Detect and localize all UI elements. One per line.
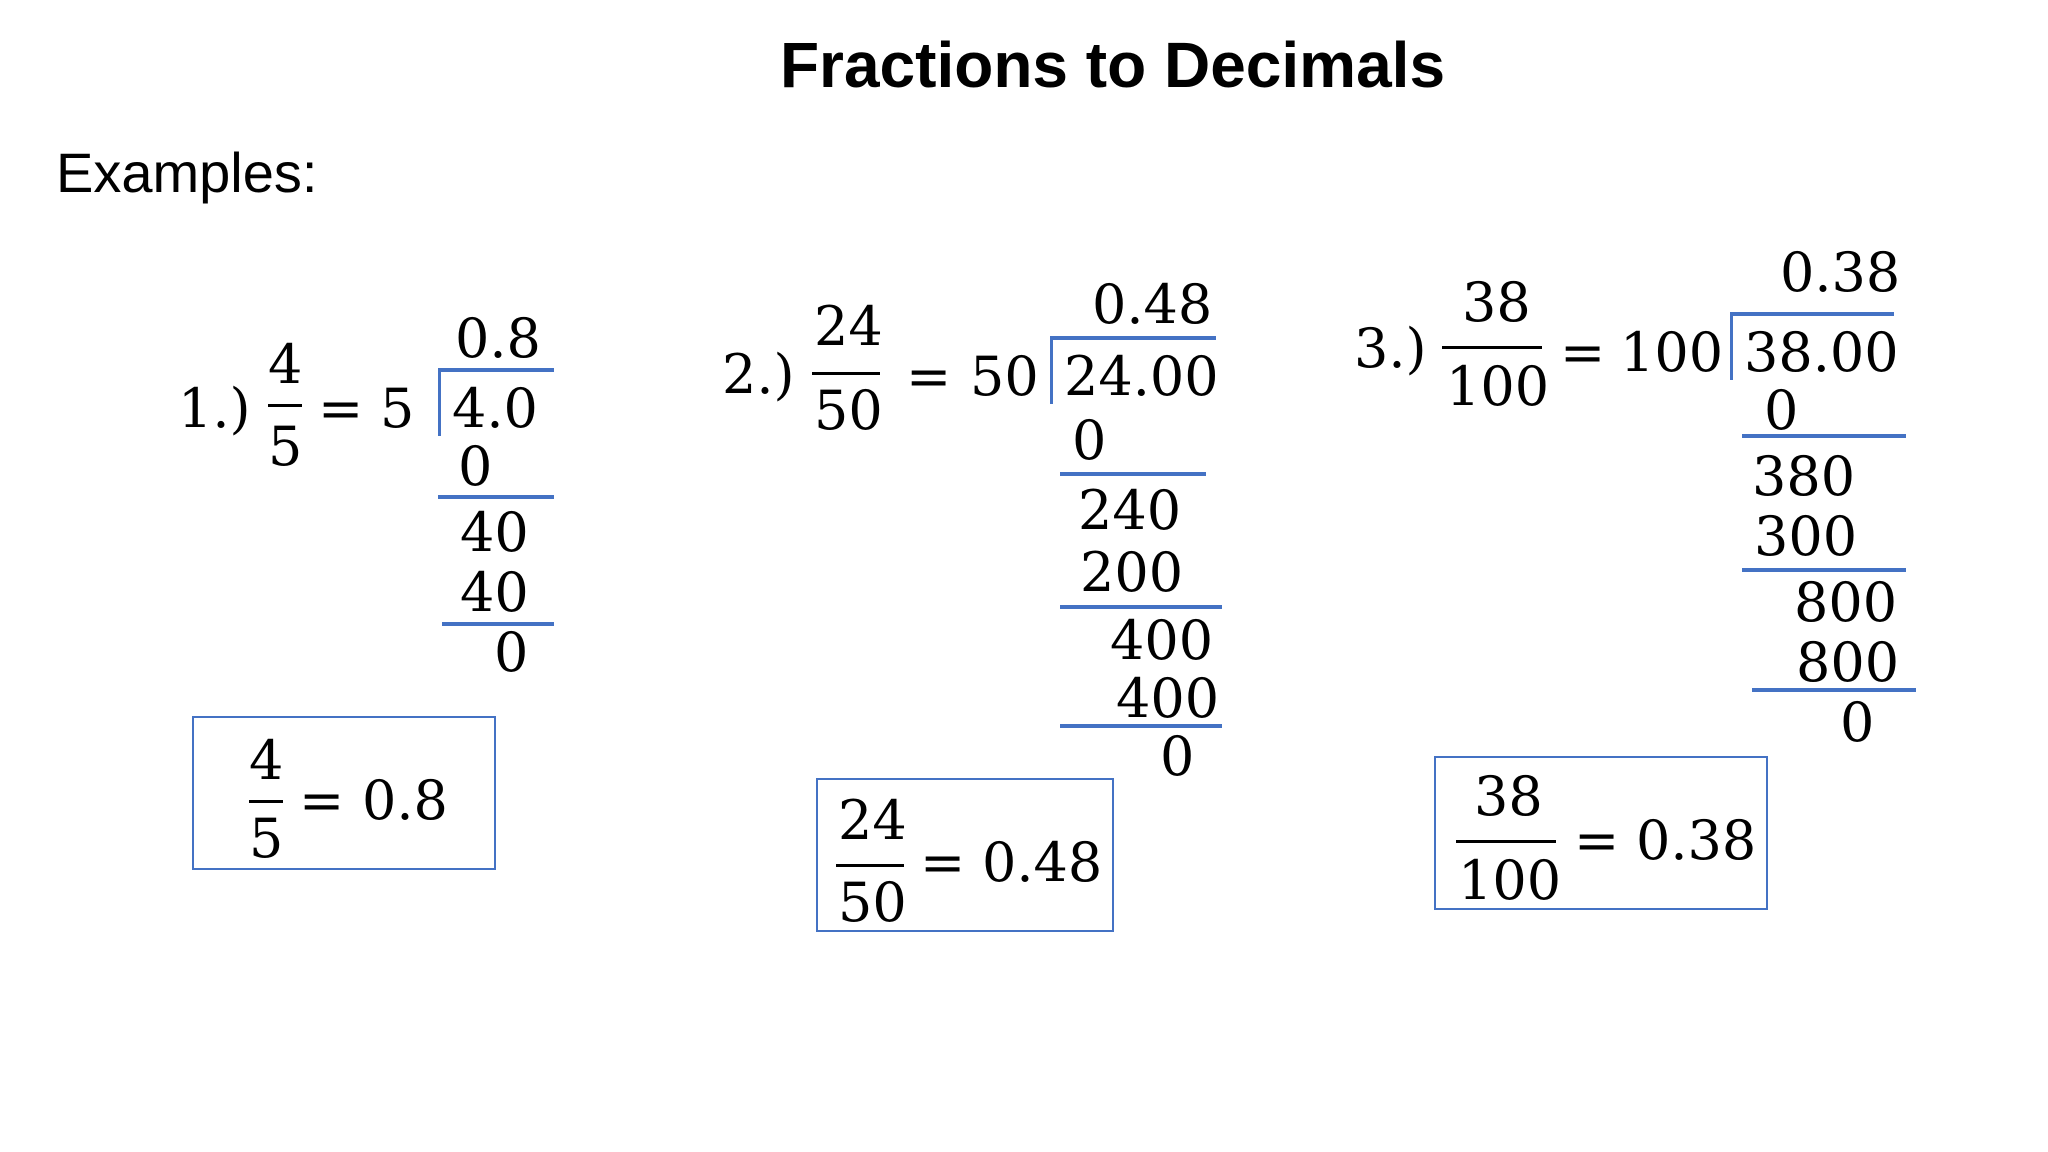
dividend: 4.0: [452, 377, 538, 440]
step-value: 380: [1752, 445, 1856, 508]
division-bracket-top: [1730, 312, 1894, 316]
example-label: 3.): [1354, 317, 1427, 380]
result-value: 0.48: [982, 831, 1103, 894]
examples-heading: Examples:: [56, 141, 318, 204]
equals-sign: =: [1560, 321, 1606, 384]
quotient: 0.38: [1780, 241, 1901, 304]
fraction-bar: [268, 404, 302, 407]
result-denominator: 100: [1458, 849, 1562, 912]
result-equals: =: [1574, 809, 1620, 872]
subtraction-line: [1752, 688, 1916, 692]
result-equals: =: [920, 831, 966, 894]
quotient: 0.8: [455, 307, 541, 370]
fraction-bar: [1442, 346, 1542, 349]
step-value: 800: [1796, 631, 1900, 694]
step-value: 0: [494, 621, 529, 684]
division-bracket-side: [1050, 336, 1053, 404]
fraction-bar: [812, 372, 880, 375]
equals-sign: =: [906, 345, 952, 408]
step-value: 0: [1764, 379, 1799, 442]
result-fraction-bar: [1456, 840, 1556, 843]
result-box: 24 50 = 0.48: [816, 778, 1114, 932]
subtraction-line: [1060, 472, 1206, 476]
division-bracket-side: [1730, 312, 1733, 380]
example-label: 2.): [722, 343, 795, 406]
step-value: 40: [460, 561, 529, 624]
step-value: 800: [1794, 571, 1898, 634]
subtraction-line: [1742, 568, 1906, 572]
subtraction-line: [1742, 434, 1906, 438]
result-denominator: 50: [838, 871, 907, 934]
example-label: 1.): [178, 377, 251, 440]
step-value: 240: [1078, 479, 1182, 542]
equals-sign: =: [318, 377, 364, 440]
result-value: 0.8: [362, 769, 448, 832]
result-numerator: 38: [1474, 765, 1543, 828]
step-value: 0: [458, 435, 493, 498]
division-bracket-top: [438, 368, 554, 372]
result-numerator: 24: [838, 789, 907, 852]
division-bracket-top: [1050, 336, 1216, 340]
division-bracket-side: [438, 368, 441, 436]
step-value: 0: [1160, 725, 1195, 788]
fraction-denominator: 100: [1446, 355, 1550, 418]
divisor: 100: [1620, 321, 1724, 384]
step-value: 0: [1072, 409, 1107, 472]
result-value: 0.38: [1636, 809, 1757, 872]
fraction-numerator: 38: [1462, 271, 1531, 334]
result-box: 38 100 = 0.38: [1434, 756, 1768, 910]
result-equals: =: [299, 769, 345, 832]
subtraction-line: [438, 495, 554, 499]
subtraction-line: [1060, 724, 1222, 728]
step-value: 200: [1080, 541, 1184, 604]
step-value: 400: [1110, 609, 1214, 672]
step-value: 40: [460, 501, 529, 564]
fraction-numerator: 4: [268, 333, 303, 396]
fraction-denominator: 5: [268, 415, 303, 478]
result-numerator: 4: [249, 729, 284, 792]
page-title: Fractions to Decimals: [779, 29, 1446, 101]
subtraction-line: [1060, 605, 1222, 609]
step-value: 300: [1754, 505, 1858, 568]
fraction-denominator: 50: [814, 379, 883, 442]
divisor: 5: [380, 377, 415, 440]
dividend: 38.00: [1744, 321, 1899, 384]
result-denominator: 5: [249, 807, 284, 870]
step-value: 400: [1116, 667, 1220, 730]
fraction-numerator: 24: [814, 295, 883, 358]
quotient: 0.48: [1092, 273, 1213, 336]
step-value: 0: [1840, 691, 1875, 754]
result-box: 4 5 = 0.8: [192, 716, 496, 870]
result-fraction-bar: [249, 800, 283, 803]
subtraction-line: [442, 622, 554, 626]
result-fraction-bar: [836, 864, 904, 867]
divisor: 50: [970, 345, 1039, 408]
dividend: 24.00: [1064, 345, 1219, 408]
